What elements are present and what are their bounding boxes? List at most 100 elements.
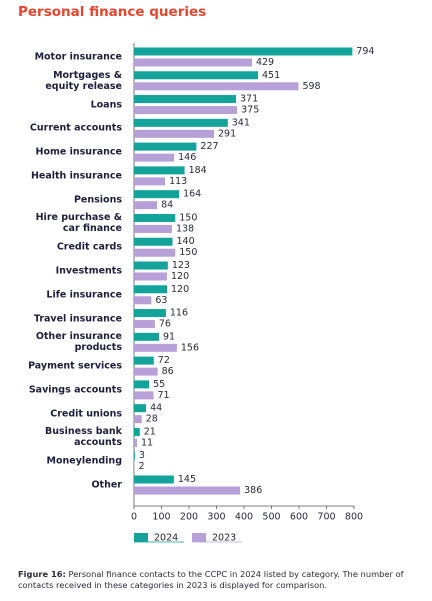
bar: [134, 296, 152, 305]
bar: [134, 356, 154, 365]
value-label: 227: [200, 141, 218, 152]
bar: [134, 106, 238, 115]
value-label: 2: [139, 461, 145, 472]
category-label: Other: [91, 479, 122, 491]
bar: [134, 248, 176, 257]
x-tick-label: 700: [317, 512, 335, 523]
x-tick-label: 200: [180, 512, 198, 523]
value-label: 28: [146, 414, 158, 425]
category-label: Moneylending: [46, 455, 122, 467]
value-label: 91: [163, 331, 175, 342]
value-label: 150: [179, 247, 197, 258]
bar: [134, 309, 166, 318]
value-label: 156: [181, 342, 199, 353]
value-label: 375: [241, 105, 259, 116]
value-label: 76: [159, 319, 171, 330]
bar: [134, 404, 147, 413]
bar: [134, 462, 135, 471]
caption: Figure 16: Personal finance contacts to …: [18, 569, 418, 590]
value-label: 145: [178, 474, 196, 485]
value-label: 429: [256, 57, 274, 68]
chart-title: Personal finance queries: [18, 4, 207, 20]
value-label: 291: [218, 128, 236, 139]
value-label: 120: [171, 271, 189, 282]
x-tick-label: 300: [207, 512, 225, 523]
value-label: 72: [158, 355, 170, 366]
value-label: 21: [144, 426, 156, 437]
value-label: 113: [169, 176, 187, 187]
bar: [134, 95, 237, 104]
bar: [134, 190, 180, 199]
category-label: Mortgages & equity release: [45, 69, 122, 92]
bar: [134, 142, 197, 151]
value-label: 451: [262, 70, 280, 81]
bar: [134, 285, 167, 294]
x-tick-label: 400: [235, 512, 253, 523]
value-label: 11: [141, 437, 153, 448]
value-label: 598: [302, 81, 320, 92]
bar: [134, 118, 228, 127]
bar: [134, 415, 142, 424]
value-label: 3: [139, 450, 145, 461]
bar: [134, 213, 176, 222]
bar: [134, 58, 252, 67]
value-label: 86: [162, 366, 174, 377]
category-label: Other insurance products: [35, 331, 122, 354]
value-label: 120: [171, 284, 189, 295]
value-label: 794: [356, 46, 374, 57]
value-label: 84: [161, 200, 173, 211]
bar: [134, 71, 259, 80]
category-label: Hire purchase & car finance: [35, 212, 122, 235]
bar: [134, 224, 172, 233]
x-tick-label: 0: [131, 512, 137, 523]
value-label: 164: [183, 189, 201, 200]
category-label: Motor insurance: [34, 51, 122, 63]
value-label: 150: [179, 212, 197, 223]
category-label: Home insurance: [35, 146, 123, 158]
bar: [134, 320, 155, 329]
category-label: Pensions: [73, 194, 122, 206]
value-label: 146: [178, 152, 196, 163]
x-tick-label: 100: [152, 512, 170, 523]
category-label: Investments: [55, 265, 122, 277]
value-label: 116: [170, 308, 188, 319]
category-label: Current accounts: [29, 122, 122, 134]
legend-swatch: [192, 533, 206, 542]
category-label: Credit unions: [50, 408, 122, 420]
bar: [134, 129, 215, 138]
bar: [134, 47, 353, 56]
value-label: 63: [155, 295, 167, 306]
x-tick-label: 800: [345, 512, 363, 523]
bar: [134, 486, 241, 495]
category-label: Loans: [90, 99, 122, 111]
value-label: 44: [150, 403, 162, 414]
value-label: 184: [189, 165, 207, 176]
value-label: 386: [244, 485, 262, 496]
x-tick-label: 500: [262, 512, 280, 523]
legend-label: 2024: [154, 533, 178, 544]
category-label: Life insurance: [46, 289, 122, 301]
bar: [134, 332, 160, 341]
bar: [134, 237, 173, 246]
bar: [134, 451, 135, 460]
bar: [134, 153, 175, 162]
legend-label: 2023: [212, 533, 236, 544]
bar: [134, 261, 168, 270]
bar: [134, 201, 158, 210]
value-label: 341: [232, 117, 250, 128]
value-label: 123: [172, 260, 190, 271]
bar: [134, 82, 299, 91]
bar: [134, 438, 138, 447]
bar: [134, 380, 150, 389]
category-label: Payment services: [28, 360, 122, 372]
value-label: 71: [158, 390, 170, 401]
bar: [134, 427, 140, 436]
value-label: 138: [176, 223, 194, 234]
category-label: Savings accounts: [28, 384, 122, 396]
category-label: Credit cards: [56, 241, 122, 253]
legend-swatch: [134, 533, 148, 542]
category-label: Business bank accounts: [44, 426, 122, 449]
category-label: Travel insurance: [33, 313, 122, 325]
